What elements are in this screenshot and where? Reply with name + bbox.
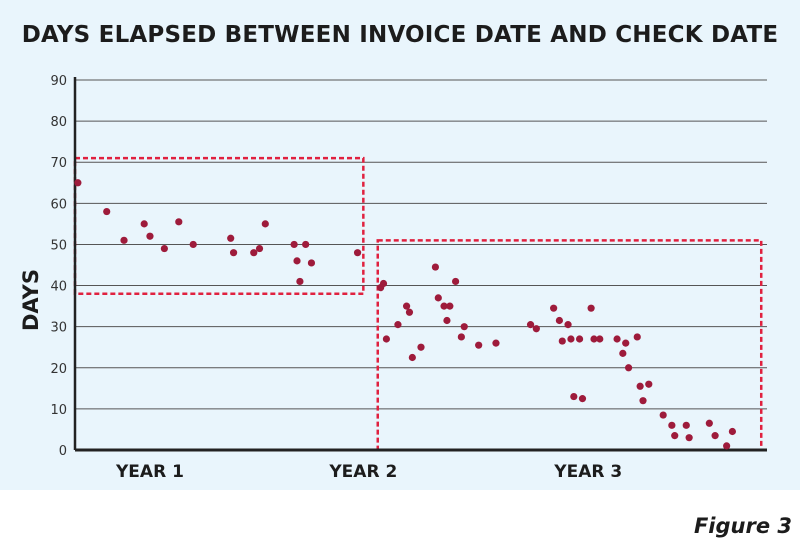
- data-point: [682, 421, 690, 429]
- data-point: [440, 302, 448, 310]
- chart-panel: [0, 0, 800, 490]
- y-tick-label: 80: [50, 115, 67, 130]
- data-point: [492, 339, 500, 347]
- y-tick-label: 20: [50, 362, 67, 377]
- data-point: [633, 333, 641, 341]
- data-point: [728, 427, 737, 436]
- data-point: [443, 316, 451, 325]
- data-point: [140, 220, 148, 228]
- data-point: [596, 335, 604, 343]
- data-point: [659, 411, 667, 419]
- data-point: [307, 259, 316, 267]
- data-point: [457, 333, 465, 341]
- data-point: [379, 279, 388, 288]
- data-point: [590, 335, 598, 343]
- data-point: [570, 392, 578, 401]
- data-point: [160, 244, 168, 253]
- data-point: [446, 302, 454, 310]
- highlight-box: [73, 156, 365, 296]
- data-point: [587, 304, 595, 312]
- data-point: [103, 207, 111, 216]
- data-point: [558, 337, 566, 345]
- y-tick-label: 10: [50, 403, 67, 418]
- data-point: [402, 302, 411, 310]
- data-point: [613, 335, 621, 343]
- y-tick-label: 90: [50, 74, 67, 89]
- data-point: [668, 421, 676, 429]
- highlight-box: [376, 239, 763, 452]
- y-tick-label: 50: [50, 238, 67, 253]
- data-point: [645, 380, 653, 388]
- y-tick-label: 70: [50, 156, 67, 171]
- data-point: [296, 277, 304, 286]
- data-point: [382, 335, 390, 343]
- data-point: [434, 294, 442, 302]
- data-point: [293, 257, 301, 265]
- data-point: [578, 395, 587, 403]
- data-point: [475, 341, 483, 349]
- data-points: [74, 179, 737, 450]
- data-point: [394, 321, 402, 329]
- y-tick-label: 40: [50, 280, 67, 295]
- highlight-boxes: [73, 156, 763, 452]
- data-point: [74, 179, 82, 187]
- data-point: [146, 232, 154, 240]
- y-tick-label: 30: [50, 321, 67, 336]
- data-point: [636, 382, 644, 390]
- data-point: [526, 321, 535, 329]
- data-point: [261, 220, 269, 228]
- x-tick-label: YEAR 1: [115, 462, 184, 482]
- data-point: [575, 335, 584, 343]
- data-point: [353, 249, 362, 257]
- x-tick-label: YEAR 2: [328, 462, 397, 482]
- data-point: [302, 240, 310, 249]
- data-point: [460, 323, 468, 331]
- data-point: [175, 218, 183, 226]
- data-point: [622, 339, 630, 347]
- chart-title: DAYS ELAPSED BETWEEN INVOICE DATE AND CH…: [21, 22, 779, 48]
- data-point: [723, 442, 731, 450]
- data-point: [405, 308, 414, 316]
- data-point: [564, 321, 572, 329]
- y-tick-label: 0: [59, 444, 67, 459]
- data-point: [250, 249, 258, 257]
- data-point: [711, 432, 719, 440]
- data-point: [625, 364, 633, 372]
- data-point: [290, 240, 298, 249]
- y-tick-label: 60: [50, 197, 67, 212]
- grid-lines: [75, 79, 767, 410]
- data-point: [550, 304, 558, 312]
- data-point: [229, 249, 238, 257]
- data-point: [452, 277, 460, 286]
- y-axis-title: DAYS: [19, 269, 43, 331]
- data-point: [255, 244, 264, 253]
- data-point: [189, 240, 197, 249]
- data-point: [555, 316, 564, 325]
- data-point: [639, 397, 647, 405]
- data-point: [567, 335, 575, 343]
- data-point: [417, 343, 425, 351]
- data-point: [431, 263, 440, 271]
- scatter-chart: 0 10 20 30 40 50 60 70 80 90 YEAR 1 YEAR 2 YEAR 3 DA…: [19, 74, 767, 482]
- data-point: [408, 353, 416, 362]
- data-point: [685, 434, 693, 442]
- data-point: [120, 236, 128, 244]
- data-point: [227, 234, 235, 242]
- tick-labels: 0 10 20 30 40 50 60 70 80 90 YEAR 1 YEAR 2 YEAR 3: [50, 74, 622, 482]
- data-point: [705, 419, 713, 427]
- axes: [73, 77, 767, 452]
- figure-caption: Figure 3: [693, 514, 792, 538]
- data-point: [671, 432, 679, 440]
- x-tick-label: YEAR 3: [553, 462, 622, 482]
- data-point: [532, 325, 540, 333]
- data-point: [619, 349, 627, 357]
